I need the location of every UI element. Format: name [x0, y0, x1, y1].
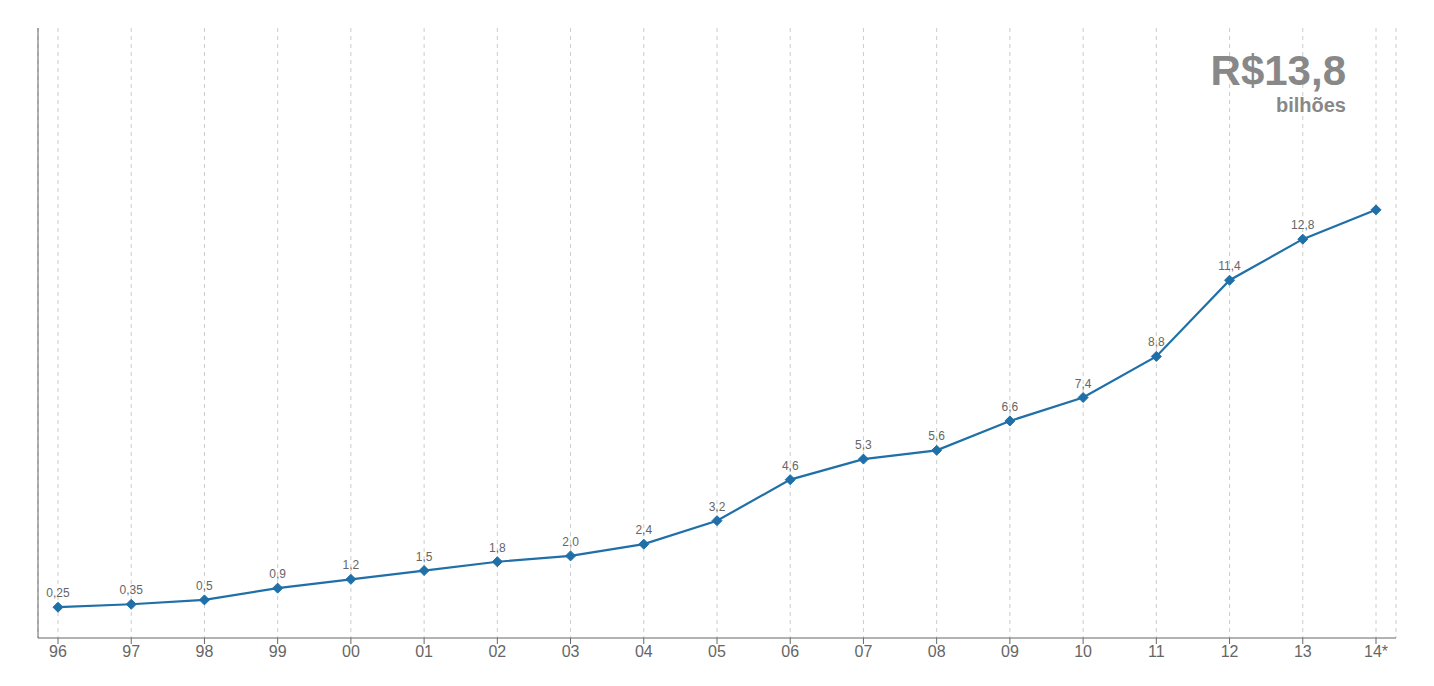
svg-text:0,5: 0,5 — [196, 579, 213, 593]
svg-text:3,2: 3,2 — [709, 500, 726, 514]
svg-text:01: 01 — [415, 643, 433, 660]
html-text:bilhões: bilhões — [1276, 94, 1346, 117]
svg-text:7,4: 7,4 — [1075, 377, 1092, 391]
svg-text:11,4: 11,4 — [1218, 259, 1241, 273]
svg-text:96: 96 — [49, 643, 67, 660]
svg-text:1,2: 1,2 — [343, 558, 360, 572]
svg-text:8,8: 8,8 — [1148, 335, 1165, 349]
html-text:R$13,8: R$13,8 — [1210, 47, 1346, 94]
svg-text:12: 12 — [1221, 643, 1239, 660]
svg-text:4,6: 4,6 — [782, 459, 799, 473]
svg-text:11: 11 — [1148, 643, 1165, 660]
svg-text:03: 03 — [562, 643, 580, 660]
svg-text:0,25: 0,25 — [46, 586, 70, 600]
svg-text:1,5: 1,5 — [416, 550, 433, 564]
svg-text:13: 13 — [1294, 643, 1312, 660]
svg-text:05: 05 — [708, 643, 726, 660]
svg-text:0,35: 0,35 — [120, 583, 144, 597]
svg-text:0,9: 0,9 — [269, 567, 286, 581]
svg-text:1,8: 1,8 — [489, 541, 506, 555]
svg-text:02: 02 — [488, 643, 506, 660]
svg-text:6,6: 6,6 — [1002, 400, 1019, 414]
svg-text:2,0: 2,0 — [562, 535, 579, 549]
svg-text:5,6: 5,6 — [928, 429, 945, 443]
svg-text:09: 09 — [1001, 643, 1019, 660]
svg-text:14*: 14* — [1364, 643, 1388, 660]
svg-text:00: 00 — [342, 643, 360, 660]
svg-text:04: 04 — [635, 643, 653, 660]
svg-text:06: 06 — [781, 643, 799, 660]
svg-text:5,3: 5,3 — [855, 438, 872, 452]
svg-text:2,4: 2,4 — [635, 523, 652, 537]
svg-text:97: 97 — [122, 643, 140, 660]
svg-text:12,8: 12,8 — [1291, 218, 1315, 232]
svg-text:98: 98 — [196, 643, 214, 660]
svg-text:10: 10 — [1074, 643, 1092, 660]
svg-text:99: 99 — [269, 643, 287, 660]
svg-text:07: 07 — [855, 643, 873, 660]
svg-text:08: 08 — [928, 643, 946, 660]
